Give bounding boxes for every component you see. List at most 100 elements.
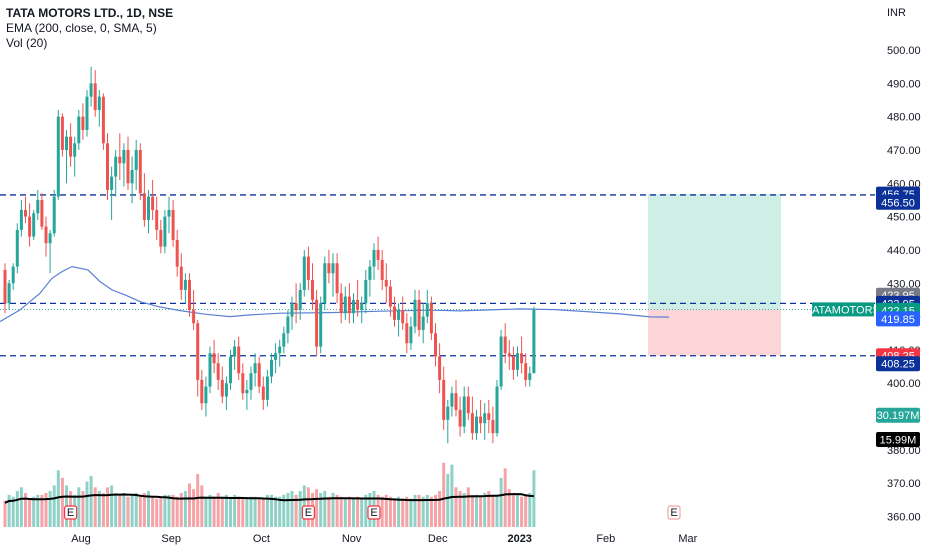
candle [3,269,7,304]
volume-bar [126,496,130,527]
earnings-marker[interactable] [63,505,78,520]
candle [208,353,212,387]
candle [44,226,48,244]
volume-bar [421,496,425,527]
candle [393,306,396,320]
volume-bar [327,496,331,527]
volume-bar [524,494,528,527]
candle [56,116,60,197]
volume-bar [462,492,466,527]
earnings-marker[interactable] [367,505,381,520]
volume-bar [331,492,335,527]
candle [454,393,458,410]
price-tag[interactable] [876,356,920,372]
volume-bar [384,494,388,527]
symbol-tag[interactable] [812,302,874,317]
candle [69,136,73,157]
candle [155,209,159,230]
candle [183,279,187,290]
volume-bar [175,496,179,527]
volume-bar [335,494,339,527]
volume-bar [434,494,437,527]
volume-bar [511,492,515,527]
candle [122,149,126,164]
candle [237,346,241,374]
volume-bar [179,492,183,527]
price-tag-label: 419.85 [881,314,915,326]
candle [65,136,68,150]
candle [372,249,376,267]
volume-bar [360,498,364,527]
candle [220,379,224,397]
candle [171,209,175,240]
volume-bar [142,492,146,527]
candle [409,326,413,344]
candle [487,413,491,420]
volume-bar [44,492,48,527]
candle [290,303,294,317]
candle [15,229,19,267]
x-tick-label: Mar [678,533,697,545]
candle [319,303,323,347]
candle [52,196,56,234]
volume-bar [487,491,491,527]
volume-bar [257,498,261,527]
candle [106,143,109,190]
price-tag[interactable] [876,194,920,210]
candle [192,309,196,324]
earnings-marker-label: E [370,507,377,519]
volume-bar [475,494,478,527]
candle [331,263,335,274]
y-tick-label: 430.00 [887,278,921,290]
candle [147,196,150,220]
candle [438,356,442,380]
candle [491,419,495,434]
volume-bar [24,492,27,527]
y-tick-label: 450.00 [887,212,921,224]
volume-bar [270,494,273,527]
candle [425,303,429,317]
volume-bar [89,475,93,527]
candle [274,353,278,360]
candle [327,263,331,274]
candle [294,303,298,310]
price-tag[interactable] [876,432,920,448]
y-tick-label: 470.00 [887,145,921,157]
ema-indicator-label[interactable]: EMA (200, close, 0, SMA, 5) [6,21,157,35]
target-zone[interactable] [648,194,781,310]
volume-indicator-label[interactable]: Vol (20) [6,36,48,50]
volume-bar [446,474,450,527]
candle [89,83,93,97]
candle [175,239,179,267]
volume-bar [28,498,32,527]
volume-bar [220,498,224,527]
price-tag[interactable] [876,407,920,423]
candle [479,416,483,424]
price-tag[interactable] [876,311,920,327]
future-earnings-marker-label: E [670,507,677,519]
candle [93,83,97,110]
future-earnings-marker[interactable] [667,505,681,520]
y-tick-label: 360.00 [887,512,921,524]
candle [434,333,437,357]
symbol-title[interactable]: TATA MOTORS LTD., 1D, NSE [6,6,174,20]
candle [384,279,388,287]
volume-bar [413,494,417,527]
earnings-marker[interactable] [301,505,315,520]
volume-bar [134,492,138,527]
volume-bar [491,494,495,527]
candle [298,289,302,310]
stop-zone[interactable] [648,309,781,356]
candle [163,216,167,247]
volume-bar [479,496,483,527]
volume-bar [212,496,216,527]
candle [151,196,155,210]
candle [306,256,310,280]
candle [421,316,425,330]
candle [261,386,265,400]
volume-bar [229,496,232,527]
x-tick-label: 2023 [507,533,531,545]
candle [32,213,36,237]
volume-bar [237,496,241,527]
